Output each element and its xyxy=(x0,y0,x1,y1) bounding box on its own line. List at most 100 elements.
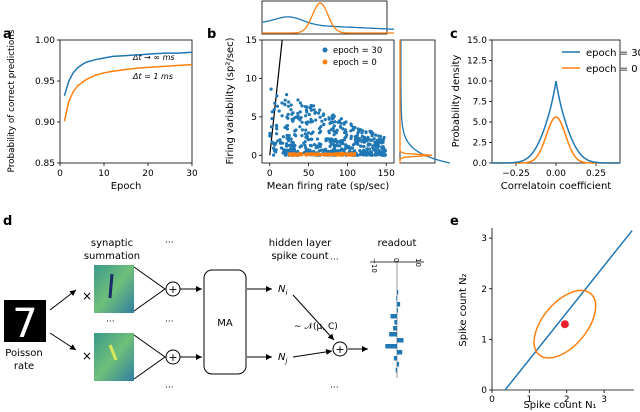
panel-b-point-epoch30 xyxy=(380,138,384,142)
panel-b-point-epoch30 xyxy=(303,143,307,147)
readout-sum-node xyxy=(332,341,348,357)
panel-label-b: b xyxy=(207,27,216,42)
weight-image-top xyxy=(94,265,134,313)
panel-b-point-epoch30 xyxy=(319,129,323,134)
mnist-digit-glyph: 7 xyxy=(12,301,37,347)
ellipsis-top: ··· xyxy=(165,238,174,248)
panel-b-point-epoch30 xyxy=(332,145,337,149)
panel-e-diagonal-line xyxy=(504,230,633,391)
panel-label-d: d xyxy=(3,214,12,229)
panel-b-xtick-label: 150 xyxy=(378,169,395,179)
panel-b-point-epoch30 xyxy=(298,125,302,129)
readout-bar xyxy=(389,332,397,337)
panel-b-point-epoch30 xyxy=(285,115,289,119)
panel-b-point-epoch30 xyxy=(269,125,274,129)
panel-b-point-epoch30 xyxy=(307,112,311,117)
panel-b-point-epoch30 xyxy=(289,103,293,107)
panel-b-point-epoch30 xyxy=(332,114,336,118)
rate-label: rate xyxy=(14,361,34,372)
panel-b-ylabel: Firing variability (sp²/sec) xyxy=(225,37,236,164)
panel-a-xtick-label: 20 xyxy=(142,169,154,179)
panel-b-point-epoch30 xyxy=(366,138,370,142)
panel-b-point-epoch30 xyxy=(300,128,304,132)
panel-b-right-marginal-epoch30 xyxy=(400,40,451,164)
panel-b-point-epoch30 xyxy=(322,123,326,127)
panel-b-point-epoch30 xyxy=(276,139,280,143)
panel-b-point-epoch30 xyxy=(365,147,369,151)
panel-b-point-epoch30 xyxy=(312,143,316,147)
panel-b-point-epoch30 xyxy=(332,133,336,137)
readout-bar xyxy=(396,296,397,301)
panel-b-point-epoch30 xyxy=(359,144,363,148)
panel-a-ytick-label: 0.95 xyxy=(35,77,55,87)
panel-b-point-epoch30 xyxy=(286,112,290,116)
panel-b-point-epoch30 xyxy=(372,137,376,141)
panel-b-point-epoch30 xyxy=(300,104,304,108)
panel-b-legend-2: epoch = 0 xyxy=(333,58,377,68)
panel-b-point-epoch30 xyxy=(369,150,374,154)
panel-b-point-epoch30 xyxy=(356,137,360,142)
ellipsis-mid: ··· xyxy=(165,317,174,327)
panel-b-point-epoch30 xyxy=(285,93,289,97)
multiply-bottom: × xyxy=(82,349,92,363)
panel-b-point-epoch30 xyxy=(285,136,289,140)
readout-sum-plus: + xyxy=(335,343,344,356)
panel-b-point-epoch30 xyxy=(383,148,387,152)
panel-b-point-epoch30 xyxy=(275,104,280,108)
panel-b-point-epoch30 xyxy=(370,153,374,157)
ma-label: MA xyxy=(217,318,233,329)
panel-b-point-epoch30 xyxy=(273,141,277,145)
panel-b-point-epoch30 xyxy=(323,117,327,122)
panel-b-point-epoch30 xyxy=(312,104,316,108)
panel-b-top-marginal-epoch0 xyxy=(262,2,394,34)
panel-c-curve-epoch0 xyxy=(492,116,620,164)
panel-b-point-epoch30 xyxy=(289,137,293,141)
panel-e-ytick-label: 2 xyxy=(481,285,487,295)
hidden-layer-label: hidden layer xyxy=(269,238,332,249)
panel-b-point-epoch30 xyxy=(271,146,276,150)
panel-b-point-epoch30 xyxy=(382,135,386,140)
panel-b-ytick-label: 10 xyxy=(246,74,258,84)
panel-b-point-epoch30 xyxy=(373,152,377,157)
panel-b-point-epoch30 xyxy=(314,110,318,114)
panel-b-point-epoch30 xyxy=(281,135,285,139)
panel-b-point-epoch30 xyxy=(371,145,375,150)
panel-b-point-epoch30 xyxy=(355,134,359,138)
panel-a-xtick-label: 10 xyxy=(98,169,110,179)
readout-bar xyxy=(390,314,397,319)
panel-b-point-epoch30 xyxy=(360,131,364,135)
panel-b-point-epoch30 xyxy=(283,102,287,106)
panel-b-point-epoch0 xyxy=(338,153,342,157)
panel-b-point-epoch0 xyxy=(295,152,299,156)
panel-b-xlabel: Mean firing rate (sp/sec) xyxy=(267,181,390,192)
panel-b-point-epoch30 xyxy=(339,121,343,125)
panel-b-point-epoch30 xyxy=(323,148,328,152)
panel-c-ytick-label: 0.0 xyxy=(473,159,488,169)
panel-b-point-epoch30 xyxy=(327,116,331,120)
panel-b-point-epoch30 xyxy=(309,137,313,141)
ellipsis-hidden-top: ··· xyxy=(330,255,339,265)
panel-b-point-epoch30 xyxy=(304,108,308,112)
panel-a-annot-1ms: Δt = 1 ms xyxy=(132,72,173,81)
panel-b-xtick-label: 50 xyxy=(303,169,315,179)
readout-bar xyxy=(394,320,397,325)
panel-b-point-epoch30 xyxy=(365,150,369,154)
multiply-top: × xyxy=(82,289,92,303)
readout-bar-chart: −10 0 10 xyxy=(370,258,424,378)
panel-b-point-epoch30 xyxy=(381,145,385,149)
panel-b-point-epoch30 xyxy=(291,111,295,115)
panel-b-point-epoch30 xyxy=(296,116,300,120)
panel-b-point-epoch0 xyxy=(288,153,292,157)
panel-a-xtick-label: 0 xyxy=(57,169,63,179)
panel-b-point-epoch30 xyxy=(364,130,368,134)
panel-c-legend-1: epoch = 30 xyxy=(586,48,640,59)
panel-b-point-epoch30 xyxy=(269,87,273,91)
panel-b-point-epoch30 xyxy=(293,133,297,137)
ma-box xyxy=(203,269,247,375)
panel-b-point-epoch30 xyxy=(374,133,378,137)
ni-label: Ni xyxy=(278,284,287,297)
panel-b-point-epoch30 xyxy=(292,116,296,120)
panel-b-point-epoch0 xyxy=(323,153,327,157)
panel-b-point-epoch30 xyxy=(286,139,291,143)
panel-b-top-marginal xyxy=(261,0,388,35)
